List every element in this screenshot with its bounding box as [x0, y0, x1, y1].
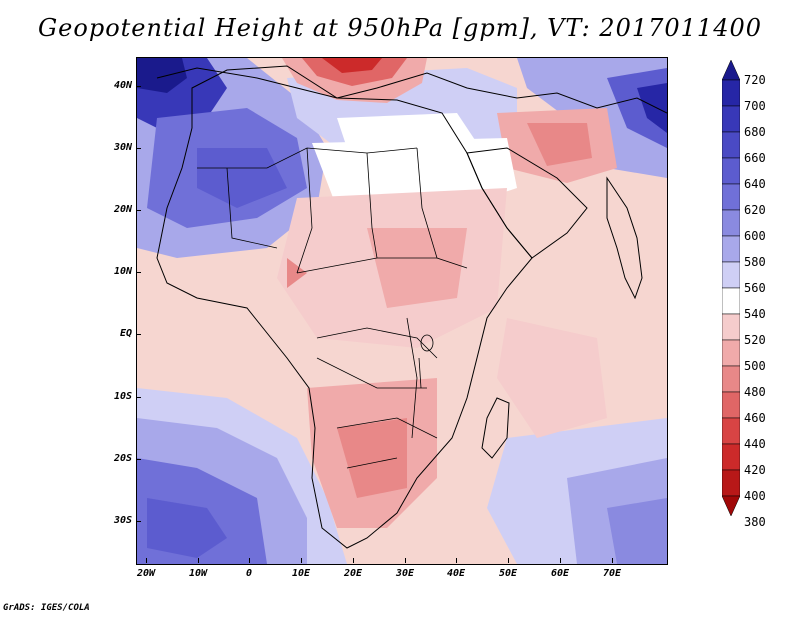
shading-sahara-core	[197, 148, 287, 208]
colorbar-segment	[722, 313, 740, 341]
colorbar-segment	[722, 443, 740, 471]
lat-tick	[136, 459, 141, 460]
colorbar-segment	[722, 157, 740, 185]
lon-label-0: 0	[245, 568, 253, 579]
colorbar-segment	[722, 287, 740, 315]
lon-tick	[353, 558, 354, 563]
colorbar-label: 580	[744, 255, 766, 269]
lon-label-70e: 70E	[602, 568, 622, 579]
lat-tick	[136, 148, 141, 149]
colorbar-segment	[722, 209, 740, 237]
lat-label-30s: 30S	[113, 515, 132, 526]
lake-victoria	[420, 334, 434, 352]
colorbar-label: 440	[744, 437, 766, 451]
chart-title: Geopotential Height at 950hPa [gpm], VT:…	[38, 14, 762, 42]
lon-label-50e: 50E	[498, 568, 518, 579]
shading-iran-low-inner	[527, 123, 592, 166]
lat-label-40n: 40N	[113, 80, 132, 91]
lon-label-10w: 10W	[188, 568, 208, 579]
colorbar-label: 400	[744, 489, 766, 503]
lat-tick	[136, 272, 141, 273]
lat-tick	[136, 397, 141, 398]
lon-tick	[456, 558, 457, 563]
shading-central-africa-inner	[367, 228, 467, 308]
madagascar-coastline	[481, 397, 510, 459]
colorbar-label: 640	[744, 177, 766, 191]
lat-label-10s: 10S	[113, 391, 132, 402]
shading-himalaya-core	[637, 83, 667, 133]
shading-balkan-low-core	[322, 58, 382, 73]
colorbar-segment	[722, 339, 740, 367]
colorbar-label: 560	[744, 281, 766, 295]
colorbar-label: 480	[744, 385, 766, 399]
lon-label-10e: 10E	[291, 568, 311, 579]
lat-label-20n: 20N	[113, 204, 132, 215]
colorbar-label: 600	[744, 229, 766, 243]
colorbar	[722, 60, 740, 517]
lon-tick	[560, 558, 561, 563]
colorbar-top-arrow	[722, 60, 740, 81]
lon-label-60e: 60E	[550, 568, 570, 579]
colorbar-segment	[722, 183, 740, 211]
map-canvas	[137, 58, 667, 564]
colorbar-segment	[722, 261, 740, 289]
shading-south-indian-deep	[607, 498, 667, 564]
shading-indian-ocean-low	[497, 318, 607, 438]
lat-tick	[136, 521, 141, 522]
lat-label-30n: 30N	[113, 142, 132, 153]
colorbar-label: 660	[744, 151, 766, 165]
lake-tanganyika	[418, 357, 422, 389]
lon-tick	[612, 558, 613, 563]
europe-coastline	[156, 67, 667, 114]
country-borders	[197, 147, 468, 469]
arabia-coastline	[466, 147, 588, 259]
lon-tick	[198, 558, 199, 563]
lon-tick	[146, 558, 147, 563]
colorbar-segment	[722, 391, 740, 419]
colorbar-segment	[722, 469, 740, 497]
colorbar-segment	[722, 417, 740, 445]
colorbar-label: 700	[744, 99, 766, 113]
shading-north-atlantic-core	[137, 58, 187, 93]
colorbar-label: 420	[744, 463, 766, 477]
lon-tick	[405, 558, 406, 563]
map-frame	[136, 57, 668, 565]
colorbar-label: 520	[744, 333, 766, 347]
lat-tick	[136, 86, 141, 87]
lon-tick	[249, 558, 250, 563]
colorbar-segment	[722, 365, 740, 393]
lon-tick	[301, 558, 302, 563]
colorbar-label: 680	[744, 125, 766, 139]
lon-label-20w: 20W	[136, 568, 156, 579]
lon-label-20e: 20E	[343, 568, 363, 579]
lat-tick	[136, 210, 141, 211]
colorbar-label: 380	[744, 515, 766, 529]
lon-tick	[508, 558, 509, 563]
lat-tick	[136, 334, 141, 335]
colorbar-label: 620	[744, 203, 766, 217]
colorbar-bottom-arrow	[722, 495, 740, 517]
colorbar-segment	[722, 79, 740, 107]
colorbar-label: 540	[744, 307, 766, 321]
lon-label-30e: 30E	[395, 568, 415, 579]
colorbar-segment	[722, 131, 740, 159]
colorbar-segment	[722, 105, 740, 133]
colorbar-label: 460	[744, 411, 766, 425]
shading-balkan-low-inner	[302, 58, 407, 86]
colorbar-label: 720	[744, 73, 766, 87]
lon-label-40e: 40E	[446, 568, 466, 579]
lat-label-eq: EQ	[119, 328, 132, 339]
credit-text: GrADS: IGES/COLA	[3, 603, 90, 613]
shading-south-atlantic-core	[147, 498, 227, 558]
lat-label-20s: 20S	[113, 453, 132, 464]
colorbar-label: 500	[744, 359, 766, 373]
colorbar-segment	[722, 235, 740, 263]
india-coastline	[606, 176, 643, 300]
shading-southern-africa-inner	[337, 418, 407, 498]
africa-coastline	[156, 65, 533, 549]
lat-label-10n: 10N	[113, 266, 132, 277]
